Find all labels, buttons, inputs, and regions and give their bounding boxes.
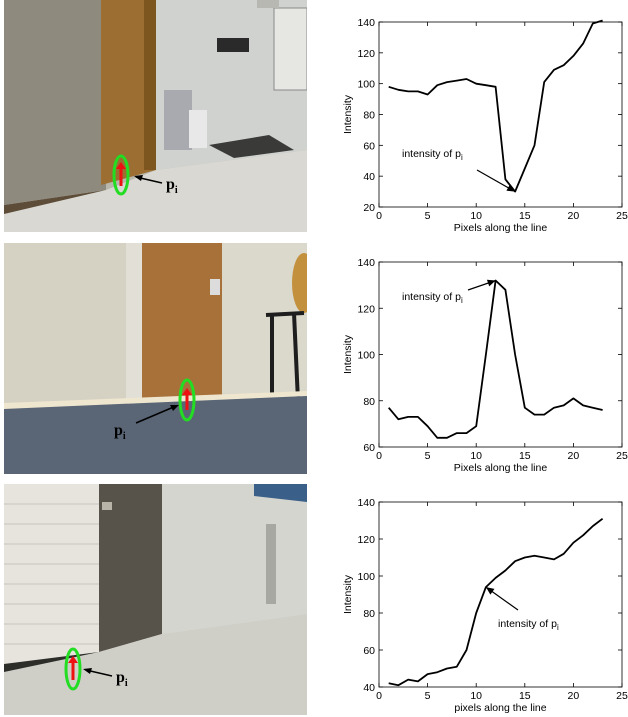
chart2-ytick-label: 100 bbox=[357, 350, 375, 362]
chart3-series-line bbox=[388, 517, 604, 687]
chart1-xtick-label: 0 bbox=[376, 210, 382, 222]
chart1-xtick-label: 15 bbox=[519, 210, 531, 222]
intensity-chart-1: 0 5 10 15 20 25 20 40 60 80 100 120 140 Pixels along … bbox=[330, 0, 628, 236]
chart3-xtick-label: 10 bbox=[470, 690, 482, 702]
wooden-door bbox=[142, 243, 222, 398]
chart1-arrowhead-icon bbox=[506, 184, 516, 192]
intensity-chart-2: 0 5 10 15 20 25 60 80 100 120 140 Pixels along the … bbox=[330, 240, 628, 476]
brick-wall bbox=[4, 484, 99, 664]
pi-label: pi bbox=[166, 176, 178, 196]
photo-brick-corridor: pi bbox=[4, 484, 307, 715]
chart2-ytick-label: 120 bbox=[357, 303, 375, 315]
chart3-arrowhead-icon bbox=[485, 587, 495, 595]
chart1-ytick-label: 20 bbox=[363, 202, 375, 214]
chart2-axes-box bbox=[378, 261, 623, 448]
chart1-xlabel: Pixels along the line bbox=[454, 222, 548, 234]
chart3-xtick-label: 25 bbox=[616, 690, 628, 702]
pi-label: pi bbox=[116, 669, 128, 689]
chart2-arrowhead-icon bbox=[486, 279, 496, 287]
chart3-ytick-label: 120 bbox=[357, 534, 375, 546]
chart3-xtick-label: 20 bbox=[568, 690, 580, 702]
chair bbox=[292, 253, 307, 313]
chart1-ytick-label: 40 bbox=[363, 171, 375, 183]
chart2-series-line bbox=[388, 279, 603, 439]
chart3-ylabel: Intensity bbox=[342, 574, 354, 614]
chart2-xtick-label: 25 bbox=[616, 450, 628, 462]
chart2-xtick-label: 20 bbox=[568, 450, 580, 462]
chart3-xtick-label: 15 bbox=[519, 690, 531, 702]
chart1-ylabel: Intensity bbox=[342, 94, 354, 134]
chart1-xtick-label: 20 bbox=[568, 210, 580, 222]
chart3-ytick-label: 100 bbox=[357, 571, 375, 583]
chart1-axes-box bbox=[378, 21, 623, 208]
intensity-chart-3: 0 5 10 15 20 25 40 60 80 100 120 140 pixels along th… bbox=[330, 480, 628, 716]
pi-marker-ellipse bbox=[178, 378, 196, 422]
chart1-xtick-label: 10 bbox=[470, 210, 482, 222]
chart1-series-line bbox=[388, 19, 603, 193]
chart1-ytick-label: 140 bbox=[357, 17, 375, 29]
floor bbox=[4, 150, 307, 232]
chart3-ytick-label: 40 bbox=[363, 682, 375, 694]
chart1-ytick-label: 100 bbox=[357, 79, 375, 91]
chart3-ytick-label: 80 bbox=[363, 608, 375, 620]
chart2-ytick-label: 60 bbox=[363, 442, 375, 454]
chart2-ylabel: Intensity bbox=[342, 334, 354, 374]
door-handle bbox=[210, 279, 220, 295]
cabinet bbox=[164, 90, 192, 150]
pi-marker-ellipse bbox=[64, 647, 82, 691]
chart1-xtick-label: 25 bbox=[616, 210, 628, 222]
wooden-door bbox=[101, 0, 156, 185]
chart1-annotation-label: intensity of pi bbox=[402, 148, 463, 162]
chart2-ytick-label: 80 bbox=[363, 396, 375, 408]
bulletin-board bbox=[273, 7, 307, 91]
chart3-ytick-label: 140 bbox=[357, 497, 375, 509]
chart2-annotation-label: intensity of pi bbox=[402, 291, 463, 305]
chart2-xtick-label: 0 bbox=[376, 450, 382, 462]
left-wall bbox=[4, 243, 134, 403]
pi-label: pi bbox=[114, 422, 126, 442]
chart3-ytick-label: 60 bbox=[363, 645, 375, 657]
chart3-axes-box bbox=[378, 501, 623, 688]
photo-door-hallway: pi bbox=[4, 0, 307, 232]
left-wall bbox=[4, 0, 106, 205]
chart1-ytick-label: 80 bbox=[363, 110, 375, 122]
chart2-xtick-label: 15 bbox=[519, 450, 531, 462]
pointer-arrow-icon bbox=[135, 405, 177, 424]
floor bbox=[4, 614, 307, 715]
corridor-wall bbox=[162, 484, 307, 634]
photo-carpet-door: pi bbox=[4, 243, 307, 474]
chart3-xtick-label: 0 bbox=[376, 690, 382, 702]
chart3-annotation-label: intensity of pi bbox=[498, 618, 559, 632]
chart1-ytick-label: 60 bbox=[363, 140, 375, 152]
chart1-ytick-label: 120 bbox=[357, 48, 375, 60]
chart2-ytick-label: 140 bbox=[357, 257, 375, 269]
doorway bbox=[99, 484, 162, 652]
carpet-floor bbox=[4, 396, 307, 474]
chart2-xtick-label: 10 bbox=[470, 450, 482, 462]
chart3-xtick-label: 5 bbox=[425, 690, 431, 702]
chart2-xlabel: Pixels along the line bbox=[454, 462, 548, 474]
chart2-xtick-label: 5 bbox=[425, 450, 431, 462]
chart1-xtick-label: 5 bbox=[425, 210, 431, 222]
chart3-xlabel: pixels along the line bbox=[454, 702, 546, 714]
wall-sign bbox=[217, 38, 249, 52]
pi-marker-ellipse bbox=[112, 154, 130, 196]
